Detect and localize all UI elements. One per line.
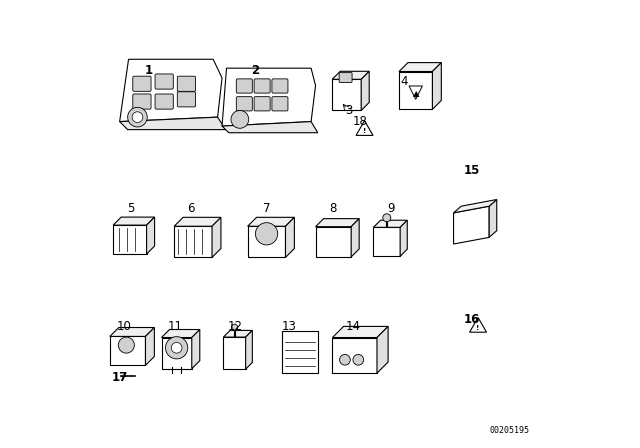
FancyBboxPatch shape [236, 97, 252, 111]
FancyBboxPatch shape [236, 79, 252, 93]
Polygon shape [373, 227, 400, 256]
Text: 11: 11 [168, 320, 183, 333]
FancyBboxPatch shape [254, 79, 270, 93]
Text: 1: 1 [145, 64, 153, 77]
Polygon shape [248, 217, 294, 226]
Polygon shape [400, 220, 407, 256]
Polygon shape [332, 71, 369, 79]
Text: 13: 13 [282, 320, 296, 333]
Circle shape [118, 337, 134, 353]
Polygon shape [454, 199, 497, 213]
FancyBboxPatch shape [177, 76, 196, 91]
FancyBboxPatch shape [155, 74, 173, 89]
Circle shape [353, 354, 364, 365]
Text: 5: 5 [127, 202, 134, 215]
Text: 3: 3 [345, 104, 353, 117]
Polygon shape [161, 330, 200, 337]
Polygon shape [332, 327, 388, 337]
Polygon shape [399, 72, 433, 109]
Polygon shape [113, 217, 155, 225]
Text: 00205195: 00205195 [489, 426, 529, 435]
Circle shape [172, 342, 182, 353]
Polygon shape [212, 217, 221, 258]
Polygon shape [223, 331, 252, 337]
Polygon shape [120, 59, 222, 121]
Text: 15: 15 [463, 164, 479, 177]
Text: 16: 16 [463, 313, 479, 326]
Polygon shape [373, 220, 407, 227]
Polygon shape [145, 327, 154, 366]
Circle shape [383, 214, 391, 222]
Polygon shape [161, 337, 192, 369]
Circle shape [232, 324, 237, 331]
FancyBboxPatch shape [132, 76, 151, 91]
Text: 2: 2 [252, 64, 259, 77]
Text: !: ! [363, 128, 366, 134]
Polygon shape [316, 219, 359, 227]
Polygon shape [110, 327, 154, 336]
Polygon shape [120, 117, 226, 129]
Polygon shape [246, 331, 252, 369]
Text: 6: 6 [187, 202, 195, 215]
Polygon shape [282, 331, 318, 373]
Polygon shape [332, 79, 361, 111]
FancyBboxPatch shape [272, 79, 288, 93]
Polygon shape [454, 206, 489, 244]
Polygon shape [147, 217, 155, 254]
Polygon shape [222, 121, 318, 133]
Polygon shape [356, 121, 373, 135]
Text: 8: 8 [330, 202, 337, 215]
Polygon shape [489, 199, 497, 237]
Polygon shape [285, 217, 294, 258]
Text: !: ! [476, 325, 479, 331]
Polygon shape [192, 330, 200, 369]
Polygon shape [248, 226, 285, 258]
Text: 10: 10 [116, 320, 132, 333]
Polygon shape [377, 327, 388, 373]
Text: 12: 12 [228, 320, 243, 333]
FancyBboxPatch shape [132, 94, 151, 109]
Polygon shape [223, 337, 246, 369]
Polygon shape [351, 219, 359, 257]
Text: 14: 14 [346, 320, 361, 333]
Polygon shape [174, 217, 221, 226]
Circle shape [340, 354, 350, 365]
Text: 17: 17 [111, 371, 128, 384]
Polygon shape [433, 63, 442, 109]
FancyBboxPatch shape [155, 94, 173, 109]
Polygon shape [361, 71, 369, 111]
FancyBboxPatch shape [339, 73, 352, 82]
Text: 9: 9 [387, 202, 395, 215]
FancyBboxPatch shape [272, 97, 288, 111]
Polygon shape [316, 227, 351, 257]
Polygon shape [409, 86, 422, 99]
Circle shape [132, 112, 143, 122]
FancyBboxPatch shape [254, 97, 270, 111]
FancyBboxPatch shape [177, 92, 196, 107]
Polygon shape [470, 318, 486, 332]
Circle shape [231, 111, 249, 128]
Polygon shape [110, 336, 145, 366]
Text: ▲: ▲ [412, 90, 419, 99]
Polygon shape [332, 337, 377, 373]
Text: 4: 4 [401, 75, 408, 88]
Polygon shape [222, 68, 316, 126]
Circle shape [127, 108, 147, 127]
Polygon shape [399, 63, 442, 72]
Circle shape [255, 223, 278, 245]
Text: 18: 18 [353, 115, 367, 128]
Polygon shape [113, 225, 147, 254]
Polygon shape [174, 226, 212, 258]
Circle shape [166, 336, 188, 359]
Text: 7: 7 [263, 202, 270, 215]
